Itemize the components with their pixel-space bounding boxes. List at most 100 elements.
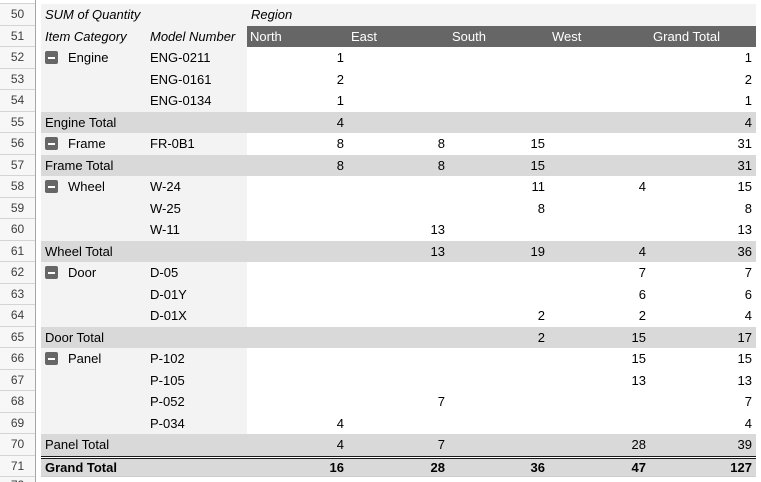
category-cell[interactable]: Engine [41,47,146,69]
category-cell[interactable] [41,90,146,112]
value-cell-east[interactable] [348,348,449,370]
value-cell-west[interactable]: 28 [549,434,650,456]
value-cell-west[interactable] [549,413,650,435]
row-header-model-number[interactable]: Model Number [146,25,247,47]
value-cell-grand-total[interactable]: 1 [744,93,752,109]
category-cell[interactable] [41,197,146,219]
row-number-61[interactable]: 61 [0,240,35,262]
value-cell-south[interactable] [449,391,549,413]
value-cell-west[interactable] [549,219,650,241]
total-label-cell[interactable]: Frame Total [41,154,247,176]
value-cell-east[interactable] [348,111,449,133]
model-cell[interactable]: W-25 [146,197,247,219]
value-cell-north[interactable] [247,284,348,306]
value-cell-east[interactable] [348,370,449,392]
value-cell-east[interactable] [348,176,449,198]
value-cell-north[interactable] [247,240,348,262]
value-cell-south[interactable]: 8 [537,200,545,216]
value-cell-north[interactable]: 16 [247,458,348,476]
model-cell[interactable]: W-11 [146,219,247,241]
value-cell-north[interactable]: 8 [247,154,348,176]
category-cell[interactable] [41,305,146,327]
value-cell-grand-total[interactable]: 15 [737,351,752,367]
value-cell-grand-total[interactable]: 15 [737,179,752,195]
row-number-72[interactable]: 72 [0,477,35,482]
row-number-51[interactable]: 51 [0,25,35,47]
value-cell-west[interactable]: 15 [631,351,646,367]
model-cell[interactable]: D-05 [146,262,247,284]
collapse-button[interactable] [45,352,58,366]
value-cell-west[interactable]: 2 [638,308,646,324]
collapse-button[interactable] [45,51,58,65]
row-number-60[interactable]: 60 [0,219,35,241]
row-number-55[interactable]: 55 [0,111,35,133]
value-cell-east[interactable] [348,198,449,220]
value-cell-east[interactable]: 8 [348,154,449,176]
column-header-west[interactable]: West [549,25,650,47]
row-number-54[interactable]: 54 [0,90,35,112]
value-cell-north[interactable]: 4 [247,434,348,456]
category-cell[interactable]: Wheel [41,176,146,198]
row-number-64[interactable]: 64 [0,305,35,327]
value-cell-grand-total[interactable]: 6 [744,286,752,302]
row-number-58[interactable]: 58 [0,176,35,198]
value-cell-south[interactable] [449,111,549,133]
category-cell[interactable] [41,391,146,413]
value-cell-west[interactable]: 7 [638,265,646,281]
row-number-57[interactable]: 57 [0,154,35,176]
value-cell-grand-total[interactable]: 31 [650,154,756,176]
column-header-grand-total[interactable]: Grand Total [650,25,756,47]
value-cell-north[interactable] [247,262,348,284]
model-cell[interactable]: D-01X [146,305,247,327]
value-cell-south[interactable] [449,47,549,69]
value-cell-west[interactable] [549,154,650,176]
value-cell-north[interactable]: 1 [336,50,344,66]
model-cell[interactable]: FR-0B1 [146,133,247,155]
value-cell-grand-total[interactable]: 1 [744,50,752,66]
row-number-63[interactable]: 63 [0,283,35,305]
total-label-cell[interactable]: Panel Total [41,434,247,456]
value-cell-south[interactable] [449,413,549,435]
value-cell-south[interactable] [449,348,549,370]
row-number-70[interactable]: 70 [0,434,35,456]
value-cell-west[interactable] [549,133,650,155]
category-cell[interactable] [41,412,146,434]
value-cell-grand-total[interactable]: 4 [650,111,756,133]
value-cell-south[interactable]: 11 [531,179,546,195]
value-cell-grand-total[interactable]: 8 [744,200,752,216]
row-number-56[interactable]: 56 [0,133,35,155]
category-cell[interactable]: Panel [41,348,146,370]
row-number-69[interactable]: 69 [0,412,35,434]
row-number-71[interactable]: 71 [0,455,35,477]
value-cell-south[interactable]: 15 [530,136,545,152]
value-cell-grand-total[interactable]: 4 [744,308,752,324]
row-number-68[interactable]: 68 [0,391,35,413]
model-cell[interactable]: ENG-0134 [146,90,247,112]
value-cell-west[interactable] [549,47,650,69]
model-cell[interactable]: P-034 [146,412,247,434]
value-cell-north[interactable]: 8 [336,136,344,152]
value-cell-west[interactable]: 4 [549,240,650,262]
value-cell-south[interactable]: 15 [449,154,549,176]
value-cell-north[interactable]: 1 [336,93,344,109]
value-cell-south[interactable]: 2 [449,326,549,348]
total-label-cell[interactable]: Door Total [41,326,247,348]
value-cell-grand-total[interactable]: 2 [744,71,752,87]
value-cell-east[interactable]: 7 [437,394,445,410]
value-cell-south[interactable] [449,262,549,284]
value-cell-east[interactable] [348,47,449,69]
value-cell-south[interactable]: 36 [449,458,549,476]
value-cell-north[interactable] [247,305,348,327]
value-cell-west[interactable]: 47 [549,458,650,476]
value-cell-west[interactable] [549,90,650,112]
value-cell-grand-total[interactable]: 13 [737,222,752,238]
value-cell-east[interactable]: 8 [437,136,445,152]
value-cell-south[interactable] [449,370,549,392]
value-cell-south[interactable]: 2 [537,308,545,324]
value-cell-grand-total[interactable]: 31 [737,136,752,152]
value-cell-east[interactable] [348,69,449,91]
value-cell-grand-total[interactable]: 4 [744,415,752,431]
value-cell-north[interactable] [247,198,348,220]
value-cell-north[interactable]: 2 [336,71,344,87]
value-cell-grand-total[interactable]: 36 [650,240,756,262]
